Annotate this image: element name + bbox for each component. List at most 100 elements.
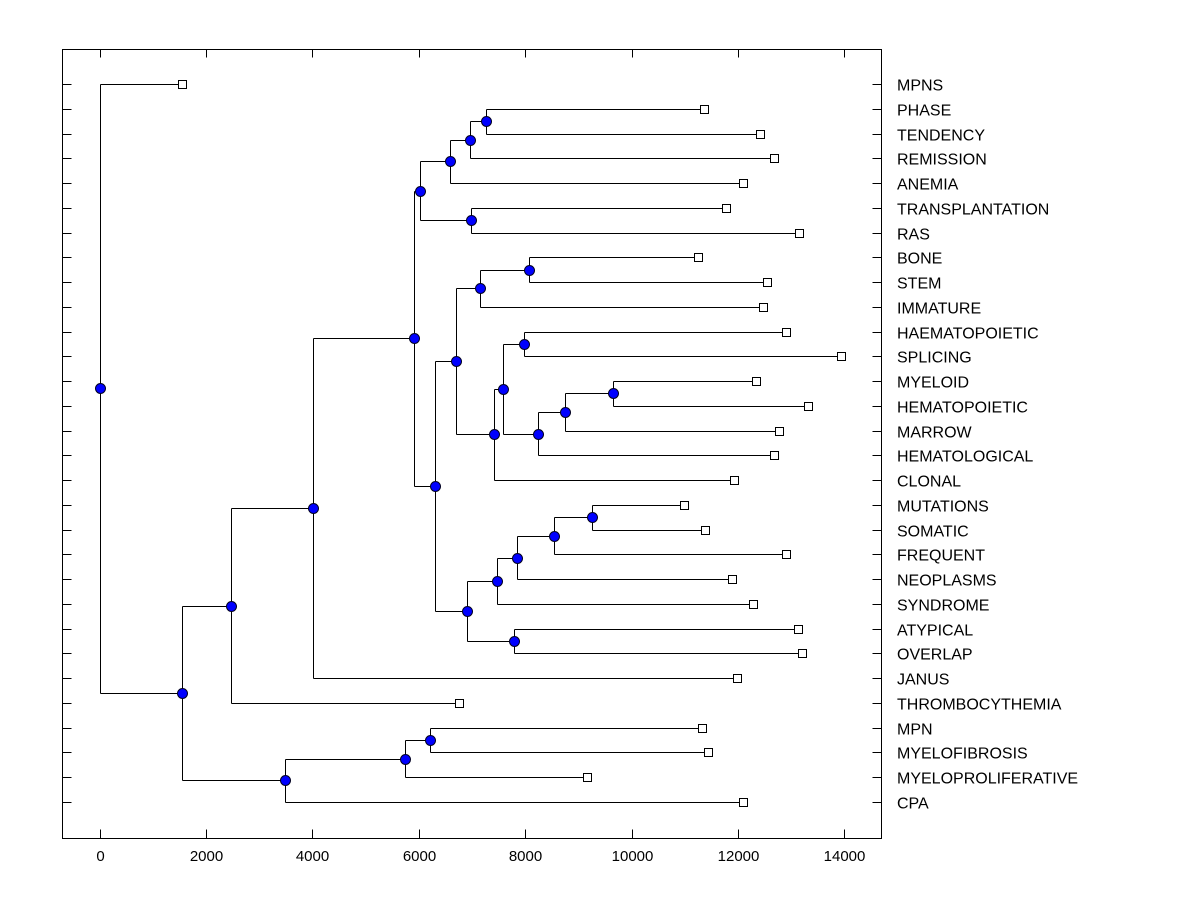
cluster-node-h bbox=[445, 156, 456, 167]
leaf-marker-immature bbox=[759, 303, 768, 312]
leaf-label: THROMBOCYTHEMIA bbox=[897, 697, 1062, 714]
leaf-label: JANUS bbox=[897, 672, 949, 689]
leaf-label: SPLICING bbox=[897, 350, 972, 367]
cluster-node-c bbox=[280, 775, 291, 786]
x-tick-label: 8000 bbox=[509, 848, 542, 865]
leaf-label: OVERLAP bbox=[897, 647, 973, 664]
x-tick-label: 14000 bbox=[824, 848, 866, 865]
leaf-label: SOMATIC bbox=[897, 524, 969, 541]
leaf-label: CPA bbox=[897, 796, 929, 813]
leaf-marker-mutations bbox=[680, 501, 689, 510]
cluster-node-s bbox=[533, 429, 544, 440]
leaf-marker-stem bbox=[763, 278, 772, 287]
leaf-marker-mpns bbox=[178, 80, 187, 89]
leaf-marker-clonal bbox=[730, 476, 739, 485]
leaf-label: HAEMATOPOIETIC bbox=[897, 326, 1039, 343]
cluster-node-b bbox=[226, 601, 237, 612]
leaf-label: REMISSION bbox=[897, 152, 987, 169]
cluster-node-n bbox=[475, 283, 486, 294]
leaf-marker-tendency bbox=[756, 130, 765, 139]
cluster-node-z bbox=[587, 512, 598, 523]
x-axis-ticks: 0 2000 4000 6000 8000 10000 12000 14000 bbox=[96, 49, 866, 865]
leaf-label: MARROW bbox=[897, 425, 973, 442]
x-tick-label: 10000 bbox=[612, 848, 654, 865]
leaf-marker-hematological bbox=[770, 451, 779, 460]
cluster-node-l bbox=[451, 356, 462, 367]
leaf-label: MPNS bbox=[897, 78, 943, 95]
leaf-marker-syndrome bbox=[749, 600, 758, 609]
cluster-node-q bbox=[498, 384, 509, 395]
leaf-marker-cpa bbox=[739, 798, 748, 807]
leaf-label: TRANSPLANTATION bbox=[897, 202, 1049, 219]
leaf-label: CLONAL bbox=[897, 474, 961, 491]
cluster-node-e bbox=[409, 333, 420, 344]
branches bbox=[100, 84, 842, 803]
leaf-label: HEMATOLOGICAL bbox=[897, 449, 1033, 466]
leaf-marker-janus bbox=[733, 674, 742, 683]
leaf-label: MYELOID bbox=[897, 375, 969, 392]
leaf-marker-phase bbox=[700, 105, 709, 114]
leaf-label: MUTATIONS bbox=[897, 499, 989, 516]
cluster-node-v bbox=[492, 576, 503, 587]
leaf-marker-myeloid bbox=[752, 377, 761, 386]
leaf-marker-ras bbox=[795, 229, 804, 238]
leaf-label: NEOPLASMS bbox=[897, 573, 997, 590]
leaf-label: RAS bbox=[897, 227, 930, 244]
cluster-node-aa bbox=[400, 754, 411, 765]
leaf-label: MPN bbox=[897, 722, 933, 739]
leaf-marker-myelofibrosis bbox=[704, 748, 713, 757]
x-tick-label: 0 bbox=[96, 848, 104, 865]
x-tick-label: 2000 bbox=[190, 848, 223, 865]
leaf-label: STEM bbox=[897, 276, 941, 293]
y-axis-ticks bbox=[62, 84, 882, 803]
leaf-marker-thrombocythemia bbox=[455, 699, 464, 708]
leaf-label: TENDENCY bbox=[897, 128, 985, 145]
leaf-label: IMMATURE bbox=[897, 301, 981, 318]
cluster-node-o bbox=[489, 429, 500, 440]
cluster-node-d bbox=[308, 503, 319, 514]
leaf-marker-frequent bbox=[782, 550, 791, 559]
cluster-node-y bbox=[549, 531, 560, 542]
x-tick-label: 12000 bbox=[718, 848, 760, 865]
cluster-node-p bbox=[524, 265, 535, 276]
cluster-node-i bbox=[466, 215, 477, 226]
leaf-label: PHASE bbox=[897, 103, 951, 120]
leaf-label: BONE bbox=[897, 251, 942, 268]
leaf-label: ANEMIA bbox=[897, 177, 959, 194]
leaf-marker-marrow bbox=[775, 427, 784, 436]
cluster-node-g bbox=[430, 481, 441, 492]
leaf-label: MYELOFIBROSIS bbox=[897, 746, 1028, 763]
cluster-node-k bbox=[481, 116, 492, 127]
cluster-node-a bbox=[177, 688, 188, 699]
cluster-node-m bbox=[462, 606, 473, 617]
leaf-marker-splicing bbox=[837, 352, 846, 361]
leaf-label: FREQUENT bbox=[897, 548, 985, 565]
leaf-marker-atypical bbox=[794, 625, 803, 634]
leaf-marker-hematopoietic bbox=[804, 402, 813, 411]
leaf-marker-myeloproliferative bbox=[583, 773, 592, 782]
cluster-node-ab bbox=[425, 735, 436, 746]
leaf-marker-bone bbox=[694, 253, 703, 262]
cluster-node-f bbox=[415, 186, 426, 197]
leaf-marker-mpn bbox=[698, 724, 707, 733]
leaf-label: HEMATOPOIETIC bbox=[897, 400, 1028, 417]
leaf-marker-transplantation bbox=[722, 204, 731, 213]
plot-frame bbox=[62, 49, 882, 839]
leaf-label: MYELOPROLIFERATIVE bbox=[897, 771, 1078, 788]
leaf-label: SYNDROME bbox=[897, 598, 989, 615]
cluster-node-r bbox=[519, 339, 530, 350]
leaf-marker-overlap bbox=[798, 649, 807, 658]
x-tick-label: 6000 bbox=[403, 848, 436, 865]
leaf-marker-neoplasms bbox=[728, 575, 737, 584]
leaf-marker-somatic bbox=[701, 526, 710, 535]
x-tick-label: 4000 bbox=[296, 848, 329, 865]
leaf-marker-anemia bbox=[739, 179, 748, 188]
leaf-label: ATYPICAL bbox=[897, 623, 973, 640]
internal-nodes bbox=[95, 116, 619, 786]
cluster-node-x bbox=[512, 553, 523, 564]
cluster-node-t bbox=[560, 407, 571, 418]
cluster-node-u bbox=[608, 388, 619, 399]
cluster-node-w bbox=[509, 636, 520, 647]
cluster-node-root bbox=[95, 383, 106, 394]
